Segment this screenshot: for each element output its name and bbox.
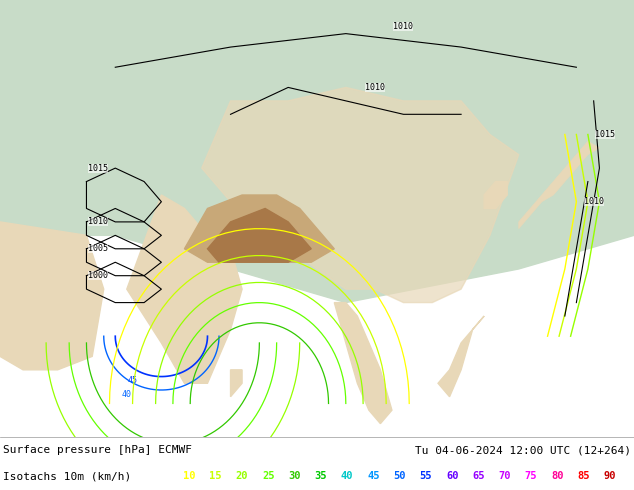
Polygon shape <box>0 222 104 370</box>
Text: Isotachs 10m (km/h): Isotachs 10m (km/h) <box>3 471 131 481</box>
Polygon shape <box>127 195 242 383</box>
Text: 20: 20 <box>236 471 248 481</box>
Polygon shape <box>231 370 242 397</box>
Polygon shape <box>519 141 599 229</box>
Text: 40: 40 <box>122 390 132 399</box>
Text: 30: 30 <box>288 471 301 481</box>
Text: 1005: 1005 <box>88 245 108 253</box>
Text: 1010: 1010 <box>365 83 385 92</box>
Polygon shape <box>184 195 334 262</box>
Text: 10: 10 <box>183 471 195 481</box>
Text: 45: 45 <box>127 376 138 385</box>
Text: 40: 40 <box>340 471 353 481</box>
Text: 1010: 1010 <box>394 23 413 31</box>
Text: 70: 70 <box>498 471 511 481</box>
Text: 55: 55 <box>420 471 432 481</box>
Polygon shape <box>438 316 484 397</box>
Text: 60: 60 <box>446 471 458 481</box>
Text: 1000: 1000 <box>88 271 108 280</box>
Text: 1015: 1015 <box>595 130 615 139</box>
Text: 25: 25 <box>262 471 275 481</box>
Text: 15: 15 <box>209 471 222 481</box>
Text: Tu 04-06-2024 12:00 UTC (12+264): Tu 04-06-2024 12:00 UTC (12+264) <box>415 445 631 455</box>
Text: 50: 50 <box>393 471 406 481</box>
Text: 80: 80 <box>551 471 564 481</box>
Text: 1010: 1010 <box>88 218 108 226</box>
Text: 1015: 1015 <box>88 164 108 172</box>
Text: 75: 75 <box>525 471 538 481</box>
Polygon shape <box>207 208 311 262</box>
Text: 35: 35 <box>314 471 327 481</box>
Text: Surface pressure [hPa] ECMWF: Surface pressure [hPa] ECMWF <box>3 445 192 455</box>
Polygon shape <box>334 303 392 424</box>
Text: 45: 45 <box>367 471 380 481</box>
Text: 90: 90 <box>604 471 616 481</box>
Text: 65: 65 <box>472 471 485 481</box>
Polygon shape <box>484 182 507 208</box>
Polygon shape <box>202 87 519 303</box>
Text: 85: 85 <box>578 471 590 481</box>
Polygon shape <box>0 0 634 303</box>
Text: 1010: 1010 <box>584 197 604 206</box>
